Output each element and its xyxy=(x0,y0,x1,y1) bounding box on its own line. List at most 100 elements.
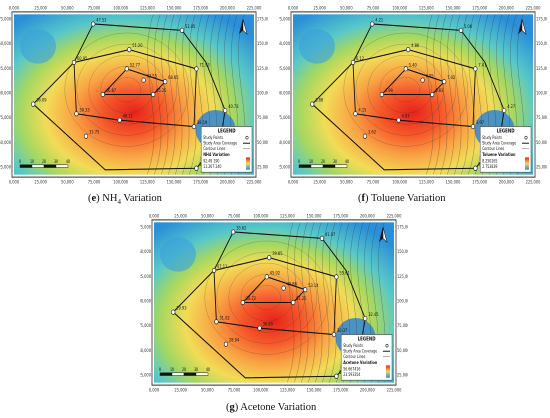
contour-line xyxy=(154,14,162,175)
point-value-label: 52.77 xyxy=(130,62,141,67)
map-panel-f: 4.21 5.06 4.86 6.12 5.40 6.55 7.02 7.41 4.99 6.83… xyxy=(279,2,547,187)
y-tick-left: 175,000 xyxy=(140,224,151,229)
x-tick-bottom: 150,000 xyxy=(167,179,182,184)
scale-bar-label: 40 xyxy=(206,368,211,372)
x-tick-bottom: 200,000 xyxy=(360,387,375,392)
x-tick-bottom: 175,000 xyxy=(472,179,487,184)
scale-bar-label: 20 xyxy=(321,160,326,164)
study-point xyxy=(151,91,156,98)
point-value-label: 40.73 xyxy=(228,104,239,109)
x-tick-bottom: 125,000 xyxy=(140,179,155,184)
scale-bar-segment xyxy=(55,164,69,168)
y-tick-left: 125,000 xyxy=(279,65,290,70)
scale-bar-label: 30 xyxy=(194,368,199,372)
scale-bar-label: 30 xyxy=(333,160,338,164)
legend-high-value: 92.49 190 xyxy=(203,159,220,163)
study-point xyxy=(442,79,447,85)
scale-bar-label: 0 xyxy=(19,160,22,164)
point-value-label: 41.07 xyxy=(325,232,336,237)
point-value-label: 31.02 xyxy=(219,315,230,320)
x-tick-bottom: 25,000 xyxy=(313,179,326,184)
point-value-label: 6.83 xyxy=(435,88,443,93)
study-point xyxy=(223,341,229,347)
scale-bar: 0 10 20 30 40 xyxy=(19,160,71,168)
x-tick-top: 50,000 xyxy=(61,5,74,10)
scale-bar: 0 10 20 30 40 xyxy=(298,160,350,168)
x-tick-top: 200,000 xyxy=(360,213,375,218)
study-point xyxy=(420,77,425,83)
map-svg-g: 35.62 41.07 39.85 47.11 45.02 49.88 53.14 55.61… xyxy=(140,213,408,392)
legend-color-ramp xyxy=(246,157,250,170)
y-tick-left: 25,000 xyxy=(0,164,11,169)
point-value-label: 5.06 xyxy=(464,24,472,29)
y-tick-right: 100,000 xyxy=(257,90,268,95)
study-point xyxy=(191,123,197,130)
study-point xyxy=(231,229,236,235)
y-tick-right: 125,000 xyxy=(536,65,547,70)
study-point xyxy=(502,107,507,114)
legend-box xyxy=(340,334,393,381)
x-tick-top: 75,000 xyxy=(228,213,241,218)
x-tick-top: 25,000 xyxy=(174,213,187,218)
point-value-label: 71.93 xyxy=(199,62,210,67)
y-tick-left: 125,000 xyxy=(0,65,11,70)
y-tick-right: 175,000 xyxy=(257,16,268,21)
x-tick-top: 0,000 xyxy=(149,213,160,218)
point-value-label: 4.86 xyxy=(411,43,419,48)
point-value-label: 7.41 xyxy=(478,62,486,67)
scale-bar-label: 0 xyxy=(298,160,301,164)
y-tick-left: 100,000 xyxy=(0,90,11,95)
y-tick-left: 100,000 xyxy=(140,298,151,303)
study-point xyxy=(363,315,368,322)
point-value-label: 4.21 xyxy=(375,17,383,22)
point-value-label: 29.93 xyxy=(176,305,187,310)
study-point xyxy=(396,117,401,123)
scale-bar: 0 10 20 30 40 xyxy=(159,368,211,376)
x-tick-top: 50,000 xyxy=(201,213,214,218)
point-value-label: 33.75 xyxy=(89,129,100,134)
contour-line xyxy=(315,222,323,383)
study-point xyxy=(281,285,286,291)
point-value-label: 48.11 xyxy=(123,113,134,118)
map-svg-f: 4.21 5.06 4.86 6.12 5.40 6.55 7.02 7.41 4.99 6.83… xyxy=(279,5,547,184)
point-value-label: 47.11 xyxy=(217,264,228,269)
study-point xyxy=(267,255,272,261)
x-tick-top: 150,000 xyxy=(307,213,322,218)
point-value-label: 63.55 xyxy=(147,73,158,78)
study-point xyxy=(430,91,435,98)
point-value-label: 51.20 xyxy=(132,43,143,48)
y-tick-left: 125,000 xyxy=(140,273,151,278)
y-tick-right: 150,000 xyxy=(257,41,268,46)
x-tick-top: 0,000 xyxy=(9,5,20,10)
y-tick-right: 50,000 xyxy=(257,139,268,144)
point-value-label: 3.97 xyxy=(476,120,484,125)
legend-point-symbol xyxy=(385,343,389,348)
study-point xyxy=(257,325,262,331)
legend-variation-title: NH4 Variation xyxy=(203,152,230,157)
y-tick-right: 50,000 xyxy=(536,139,547,144)
x-tick-bottom: 225,000 xyxy=(526,179,541,184)
contour-line xyxy=(252,285,281,311)
x-tick-top: 100,000 xyxy=(253,213,268,218)
y-tick-left: 50,000 xyxy=(279,139,290,144)
study-point xyxy=(223,107,228,114)
scale-bar-label: 10 xyxy=(309,160,314,164)
legend-item-label: Study Area Coverage xyxy=(343,349,378,353)
contour-line xyxy=(355,43,456,136)
legend-item-label: Study Points xyxy=(343,344,363,348)
legend-high-value: 8.250265 xyxy=(482,159,497,163)
scale-bar-segment xyxy=(298,164,312,168)
x-tick-top: 75,000 xyxy=(88,5,101,10)
study-point xyxy=(91,21,96,27)
x-tick-bottom: 175,000 xyxy=(333,387,348,392)
study-point xyxy=(303,287,308,293)
cool-zone xyxy=(299,29,335,64)
x-tick-bottom: 125,000 xyxy=(419,179,434,184)
study-point xyxy=(83,133,89,139)
y-tick-right: 75,000 xyxy=(397,323,408,328)
study-point xyxy=(362,133,368,139)
scale-bar-segment xyxy=(322,164,336,168)
scale-bar-segment xyxy=(171,372,185,376)
